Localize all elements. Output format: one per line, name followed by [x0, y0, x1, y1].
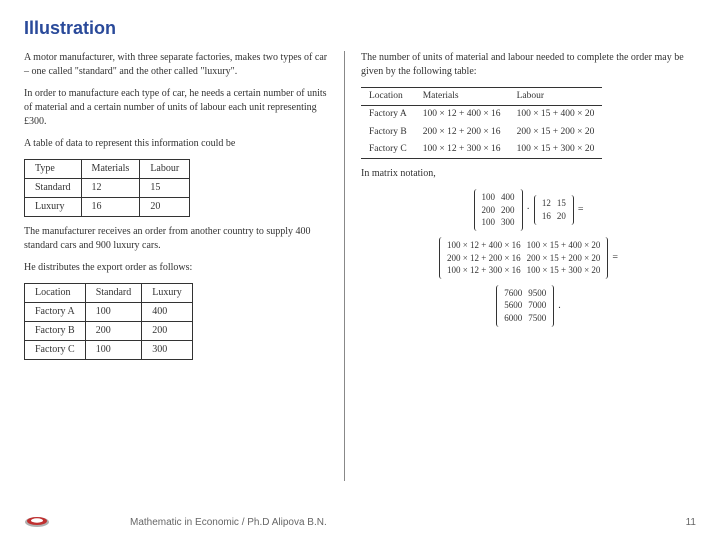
table-cell: 200 [142, 322, 192, 341]
table-cell: 100 [85, 303, 142, 322]
table-type-materials-labour: Type Materials Labour Standard 12 15 Lux… [24, 159, 190, 217]
table-cell: Factory A [361, 106, 415, 124]
table-cell: 300 [142, 341, 192, 360]
table-cell: 200 × 12 + 200 × 16 [415, 124, 509, 141]
paragraph: In order to manufacture each type of car… [24, 87, 328, 129]
table-header: Materials [81, 160, 140, 179]
slide-footer: Mathematic in Economic / Ph.D Alipova B.… [0, 504, 720, 540]
table-cell: Factory C [361, 141, 415, 159]
matrix-d: 76009500 56007000 60007500 [496, 285, 554, 327]
table-cell: 100 × 15 + 300 × 20 [509, 141, 603, 159]
equals-sign: = [612, 251, 618, 265]
two-column-layout: A motor manufacturer, with three separat… [24, 51, 696, 481]
table-header: Luxury [142, 284, 192, 303]
paragraph: A motor manufacturer, with three separat… [24, 51, 328, 79]
matrix-result: 76009500 56007000 60007500 . [361, 285, 696, 327]
table-header: Labour [509, 88, 603, 106]
footer-text: Mathematic in Economic / Ph.D Alipova B.… [130, 517, 327, 528]
slide-title: Illustration [24, 18, 696, 39]
paragraph: A table of data to represent this inform… [24, 137, 328, 151]
table-header: Materials [415, 88, 509, 106]
paragraph: He distributes the export order as follo… [24, 261, 328, 275]
table-header: Location [25, 284, 86, 303]
dot-operator: · [527, 203, 530, 217]
table-cell: 200 × 15 + 200 × 20 [509, 124, 603, 141]
table-header: Standard [85, 284, 142, 303]
table-cell: 100 [85, 341, 142, 360]
table-cell: 200 [85, 322, 142, 341]
matrix-equation-2: 100 × 12 + 400 × 16100 × 15 + 400 × 20 2… [361, 237, 696, 279]
logo-icon [24, 515, 50, 529]
table-cell: Factory B [25, 322, 86, 341]
matrix-c: 100 × 12 + 400 × 16100 × 15 + 400 × 20 2… [439, 237, 608, 279]
table-cell: 100 × 15 + 400 × 20 [509, 106, 603, 124]
table-header: Type [25, 160, 82, 179]
table-header: Location [361, 88, 415, 106]
table-cell: Luxury [25, 198, 82, 217]
matrix-b: 1215 1620 [534, 195, 574, 224]
matrix-a: 100400 200200 100300 [474, 189, 523, 231]
paragraph: In matrix notation, [361, 167, 696, 181]
table-cell: 100 × 12 + 300 × 16 [415, 141, 509, 159]
paragraph: The number of units of material and labo… [361, 51, 696, 79]
table-cell: 400 [142, 303, 192, 322]
table-cell: Standard [25, 179, 82, 198]
table-cell: 20 [140, 198, 190, 217]
table-cell: Factory A [25, 303, 86, 322]
table-header: Labour [140, 160, 190, 179]
table-cell: 15 [140, 179, 190, 198]
table-location-materials-labour: Location Materials Labour Factory A 100 … [361, 87, 602, 159]
page-number: 11 [686, 517, 696, 528]
period: . [558, 299, 561, 313]
slide-content: Illustration A motor manufacturer, with … [0, 0, 720, 490]
table-location-standard-luxury: Location Standard Luxury Factory A 100 4… [24, 283, 193, 360]
paragraph: The manufacturer receives an order from … [24, 225, 328, 253]
table-cell: Factory B [361, 124, 415, 141]
table-cell: Factory C [25, 341, 86, 360]
table-cell: 16 [81, 198, 140, 217]
right-column: The number of units of material and labo… [345, 51, 696, 481]
matrix-equation-1: 100400 200200 100300 · 1215 1620 = [361, 189, 696, 231]
table-cell: 12 [81, 179, 140, 198]
equals-sign: = [578, 203, 584, 217]
table-cell: 100 × 12 + 400 × 16 [415, 106, 509, 124]
left-column: A motor manufacturer, with three separat… [24, 51, 344, 481]
